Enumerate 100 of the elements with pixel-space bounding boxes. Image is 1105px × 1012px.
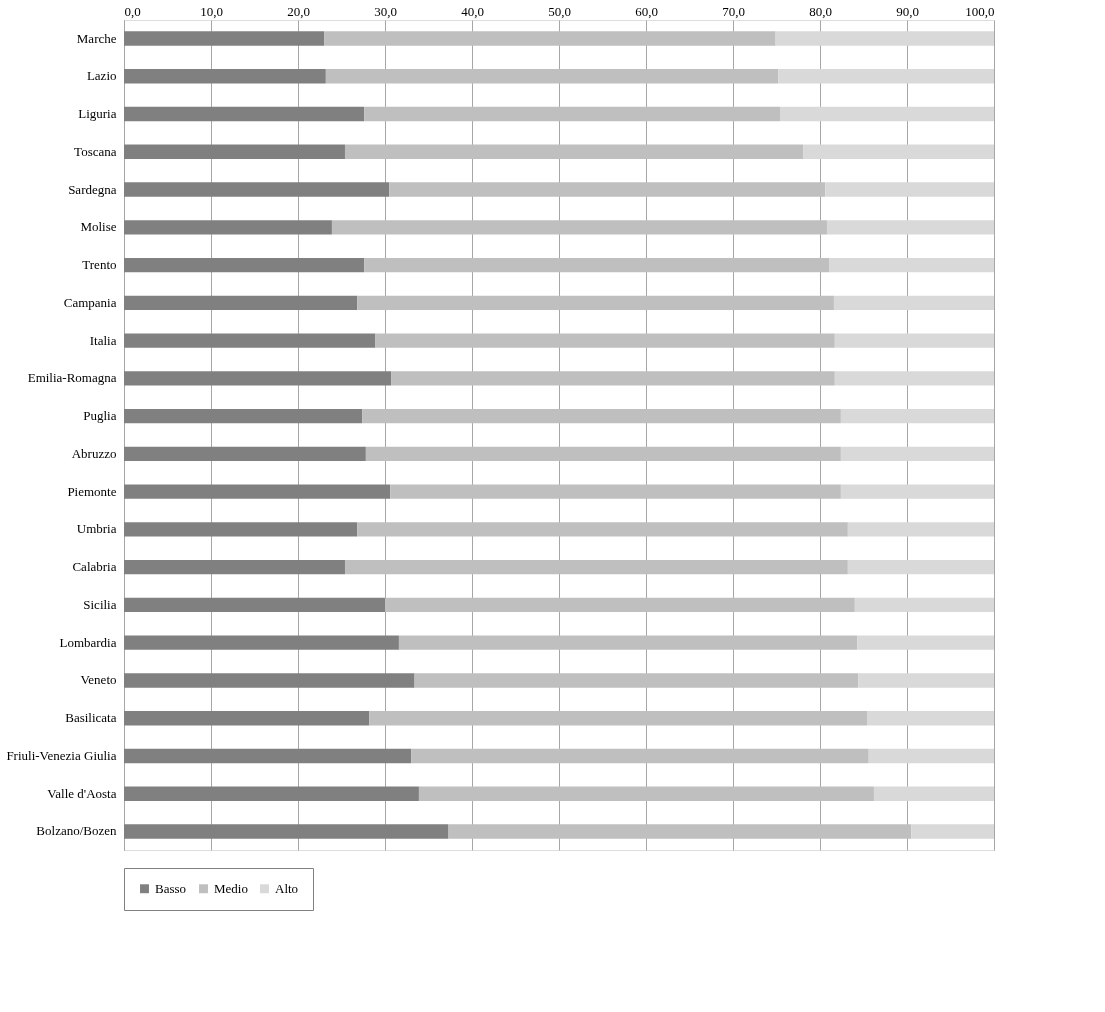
bar	[124, 484, 391, 499]
y-tick-label: Sardegna	[68, 181, 117, 197]
bar	[344, 144, 804, 159]
bar	[124, 559, 345, 575]
x-tick-label: 80,0	[809, 3, 832, 19]
bar	[124, 144, 345, 159]
bar	[124, 635, 399, 650]
bar	[124, 333, 376, 348]
y-tick-label: Lombardia	[59, 634, 117, 650]
legend-label: Medio	[214, 880, 248, 896]
y-tick-label: Umbria	[76, 521, 117, 537]
bar	[364, 257, 830, 273]
bar	[124, 220, 332, 235]
y-tick-label: Veneto	[80, 672, 117, 688]
y-tick-label: Italia	[89, 332, 117, 348]
bar	[834, 333, 994, 348]
bar	[858, 673, 994, 688]
bar	[825, 182, 994, 197]
bar	[411, 748, 869, 764]
x-tick-label: 90,0	[896, 3, 919, 19]
y-tick-label: Piemonte	[67, 483, 117, 499]
legend-label: Basso	[155, 880, 187, 896]
bar	[357, 295, 834, 311]
bar	[775, 31, 994, 46]
y-tick-label: Valle d'Aosta	[47, 785, 117, 801]
y-tick-label: Abruzzo	[71, 445, 117, 461]
x-tick-label: 20,0	[287, 3, 310, 19]
y-tick-label: Calabria	[72, 559, 117, 575]
x-tick-label: 30,0	[374, 3, 397, 19]
bar	[414, 673, 859, 688]
x-tick-label: 10,0	[200, 3, 223, 19]
x-tick-label: 40,0	[461, 3, 484, 19]
bar	[854, 597, 994, 613]
bar	[324, 31, 776, 46]
bar	[391, 371, 835, 386]
bar	[389, 182, 826, 197]
bar	[344, 559, 848, 575]
legend-label: Alto	[275, 880, 299, 896]
y-tick-label: Lazio	[86, 68, 117, 84]
bar	[364, 106, 780, 122]
bar	[847, 522, 994, 537]
y-tick-label: Molise	[80, 219, 117, 235]
bar	[840, 446, 994, 462]
bar	[124, 182, 390, 197]
bar	[840, 408, 994, 424]
bar	[124, 446, 366, 462]
bar	[124, 673, 415, 688]
y-tick-label: Basilicata	[65, 710, 117, 726]
y-tick-label: Trento	[82, 257, 117, 273]
bar	[448, 824, 912, 839]
bar	[124, 522, 358, 537]
x-tick-label: 0,0	[124, 3, 141, 19]
bar	[124, 748, 412, 764]
bar	[124, 824, 449, 839]
bar	[362, 408, 841, 424]
y-tick-label: Friuli-Venezia Giulia	[6, 747, 117, 763]
bar	[840, 484, 994, 499]
y-tick-label: Emilia-Romagna	[27, 370, 117, 386]
x-tick-label: 100,0	[965, 3, 995, 19]
bar	[124, 257, 365, 273]
bar	[124, 31, 325, 46]
bar	[375, 333, 835, 348]
bar	[868, 748, 994, 764]
bar	[390, 484, 841, 499]
bar	[857, 635, 994, 650]
x-tick-label: 60,0	[635, 3, 658, 19]
y-tick-label: Sicilia	[83, 596, 117, 612]
bar	[331, 220, 827, 235]
y-tick-label: Puglia	[83, 408, 117, 424]
y-tick-label: Bolzano/Bozen	[36, 823, 117, 839]
bar	[829, 257, 994, 273]
y-tick-label: Campania	[63, 294, 117, 310]
bar	[124, 106, 365, 122]
bar	[803, 144, 994, 159]
bar	[385, 597, 855, 613]
bar	[866, 711, 994, 726]
bar	[124, 371, 392, 386]
bar	[398, 635, 858, 650]
x-tick-label: 70,0	[722, 3, 745, 19]
bar	[911, 824, 994, 839]
bar	[124, 711, 370, 726]
y-tick-label: Marche	[76, 30, 117, 46]
bar	[124, 408, 363, 424]
bar	[873, 786, 994, 801]
bar	[124, 69, 326, 84]
bar	[369, 711, 867, 726]
bar	[325, 69, 779, 84]
bar	[124, 786, 419, 801]
bar	[418, 786, 874, 801]
bar	[826, 220, 994, 235]
bar	[779, 106, 994, 122]
bar	[833, 295, 994, 311]
y-tick-label: Liguria	[78, 106, 117, 122]
bar	[834, 371, 994, 386]
bar	[124, 295, 358, 311]
bar	[357, 522, 848, 537]
bar	[847, 559, 994, 575]
x-tick-label: 50,0	[548, 3, 571, 19]
bar	[365, 446, 841, 462]
y-tick-label: Toscana	[74, 143, 117, 159]
